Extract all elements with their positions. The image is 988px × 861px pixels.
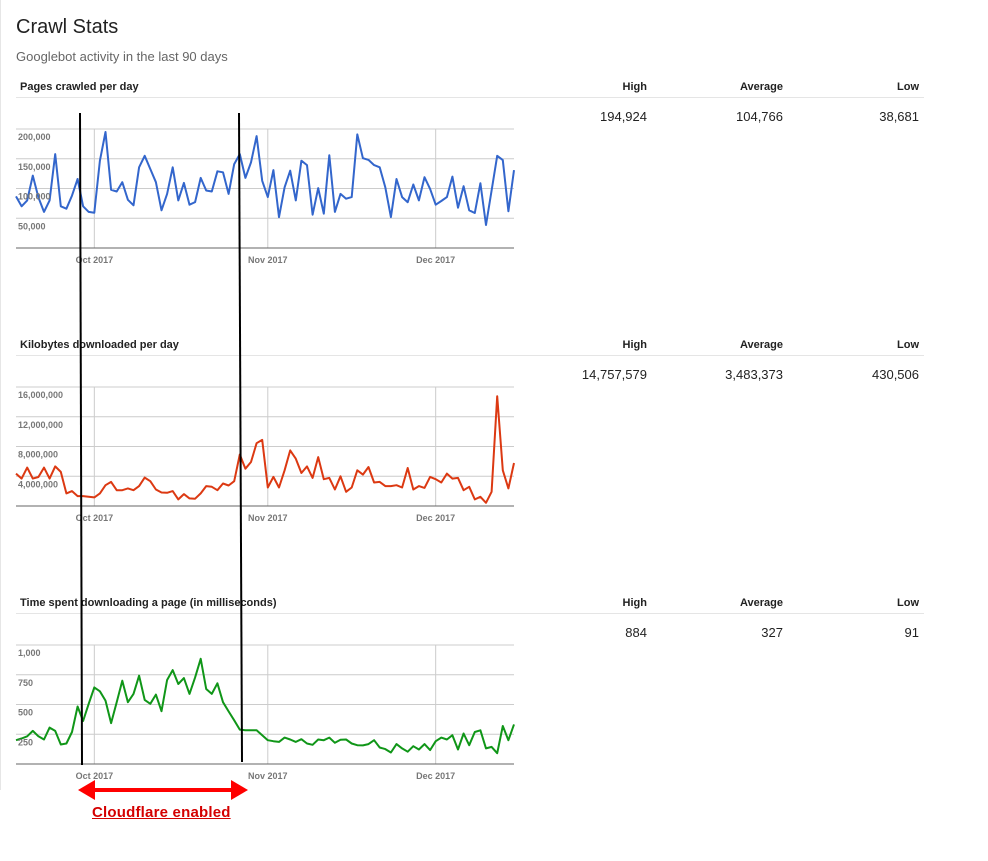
x-tick-label: Oct 2017: [76, 513, 114, 523]
header-divider: [16, 97, 924, 98]
line-chart-pages-crawled: 200,000 150,000 100,000 50,000 Oct 2017 Nov 2…: [0, 122, 520, 272]
y-tick-label: 500: [18, 708, 33, 718]
page-subtitle: Googlebot activity in the last 90 days: [16, 49, 228, 64]
x-tick-label: Dec 2017: [416, 771, 455, 781]
series-line: [16, 396, 514, 503]
column-header-high: High: [527, 81, 647, 93]
header-divider: [16, 355, 924, 356]
column-header-average: Average: [663, 81, 783, 93]
section-time-spent-downloading: Time spent downloading a page (in millis…: [0, 603, 988, 861]
stat-low-value: 430,506: [799, 367, 919, 382]
stat-high-value: 14,757,579: [527, 367, 647, 382]
stat-average-value: 104,766: [663, 109, 783, 124]
x-tick-label: Dec 2017: [416, 255, 455, 265]
y-tick-label: 750: [18, 678, 33, 688]
stat-high-value: 194,924: [527, 109, 647, 124]
y-tick-label: 250: [18, 737, 33, 747]
stat-average-value: 3,483,373: [663, 367, 783, 382]
page-title: Crawl Stats: [16, 16, 118, 39]
column-header-low: Low: [799, 597, 919, 609]
stat-average-value: 327: [663, 625, 783, 640]
x-tick-label: Oct 2017: [76, 255, 114, 265]
column-header-low: Low: [799, 339, 919, 351]
stat-low-value: 91: [799, 625, 919, 640]
y-tick-label: 100,000: [18, 192, 51, 202]
y-tick-label: 12,000,000: [18, 420, 63, 430]
y-tick-label: 1,000: [18, 648, 41, 658]
y-tick-label: 200,000: [18, 132, 51, 142]
line-chart-time-spent-downloading: 1,000 750 500 250 Oct 2017 Nov 2017 Dec 2017: [0, 638, 520, 788]
column-header-high: High: [527, 597, 647, 609]
y-tick-label: 4,000,000: [18, 479, 58, 489]
x-tick-label: Nov 2017: [248, 255, 288, 265]
y-tick-label: 16,000,000: [18, 390, 63, 400]
y-tick-label: 150,000: [18, 162, 51, 172]
stat-high-value: 884: [527, 625, 647, 640]
chart-title: Pages crawled per day: [20, 81, 139, 93]
x-tick-label: Oct 2017: [76, 771, 114, 781]
x-tick-label: Nov 2017: [248, 771, 288, 781]
section-pages-crawled: Pages crawled per day High Average Low 1…: [0, 87, 988, 345]
section-kilobytes-downloaded: Kilobytes downloaded per day High Averag…: [0, 345, 988, 603]
column-header-low: Low: [799, 81, 919, 93]
y-tick-label: 50,000: [18, 221, 46, 231]
chart-title: Time spent downloading a page (in millis…: [20, 597, 277, 609]
column-header-high: High: [527, 339, 647, 351]
line-chart-kilobytes-downloaded: 16,000,000 12,000,000 8,000,000 4,000,000 Oc…: [0, 380, 520, 530]
column-header-average: Average: [663, 597, 783, 609]
series-line: [16, 659, 514, 753]
series-line: [16, 132, 514, 225]
column-header-average: Average: [663, 339, 783, 351]
x-tick-label: Dec 2017: [416, 513, 455, 523]
header-divider: [16, 613, 924, 614]
y-tick-label: 8,000,000: [18, 450, 58, 460]
stat-low-value: 38,681: [799, 109, 919, 124]
x-tick-label: Nov 2017: [248, 513, 288, 523]
cloudflare-enabled-label: Cloudflare enabled: [92, 804, 231, 821]
chart-title: Kilobytes downloaded per day: [20, 339, 179, 351]
